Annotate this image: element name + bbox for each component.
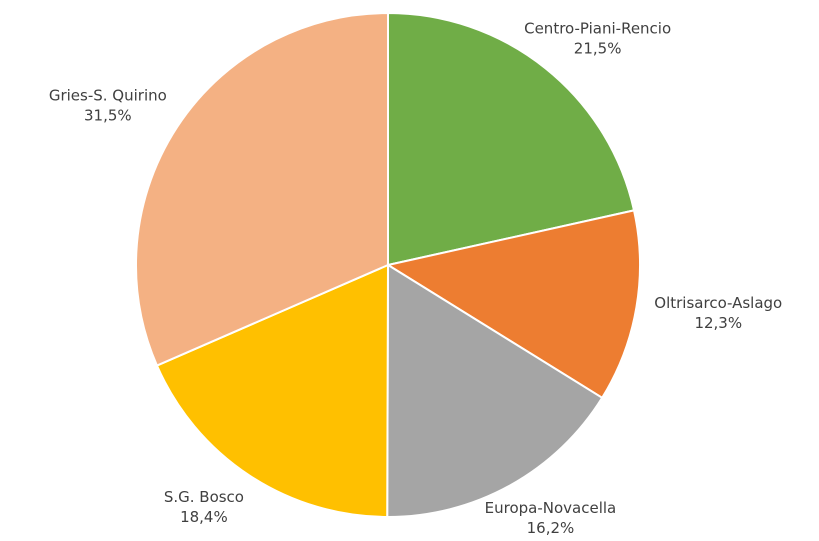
- pie-slice: [385, 209, 641, 400]
- slice-value-label: 16,2%: [527, 519, 575, 537]
- slice-value-label: 18,4%: [180, 508, 228, 526]
- slice-value-label: 31,5%: [84, 107, 132, 125]
- slice-label: Gries-S. Quirino: [49, 87, 167, 105]
- slice-label: Europa-Novacella: [485, 499, 617, 517]
- pie-slice: [387, 11, 636, 267]
- slice-label: Centro-Piani-Rencio: [524, 19, 671, 37]
- pie-slice: [386, 263, 604, 518]
- pie-slice: [155, 263, 390, 519]
- pie-slice: [135, 11, 389, 367]
- slice-label: S.G. Bosco: [164, 488, 244, 506]
- slice-value-label: 12,3%: [694, 314, 742, 332]
- slice-value-label: 21,5%: [574, 39, 622, 57]
- slice-label: Oltrisarco-Aslago: [654, 294, 782, 312]
